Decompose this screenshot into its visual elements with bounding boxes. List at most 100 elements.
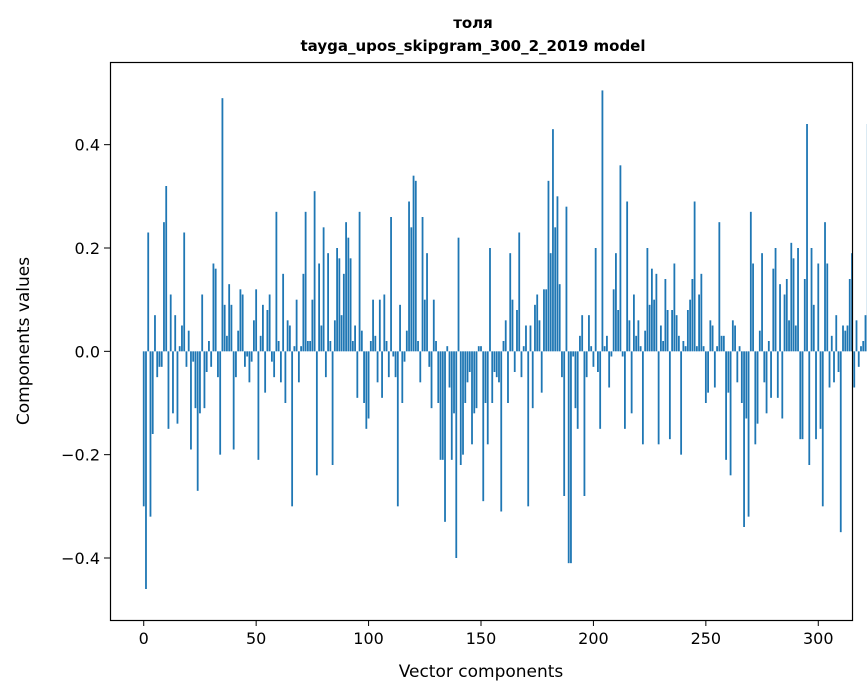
bar-54 (264, 351, 267, 393)
bar-261 (729, 351, 732, 476)
bar-224 (646, 248, 649, 352)
bar-63 (284, 351, 287, 403)
bar-8 (160, 351, 163, 367)
bar-240 (682, 341, 685, 352)
bar-19 (185, 351, 188, 367)
bar-150 (480, 346, 482, 352)
bar-119 (410, 227, 413, 352)
bar-184 (556, 196, 559, 352)
bar-64 (286, 320, 289, 352)
bar-207 (608, 351, 611, 388)
bar-137 (450, 351, 453, 460)
bar-30 (210, 351, 213, 367)
bar-71 (302, 273, 305, 352)
bar-131 (437, 351, 440, 403)
bar-37 (226, 335, 228, 352)
bar-151 (482, 351, 485, 502)
bar-3 (149, 351, 152, 517)
x-axis-label: Vector components (399, 662, 564, 682)
bar-41 (235, 351, 237, 378)
bar-25 (199, 351, 201, 414)
bar-230 (659, 325, 662, 352)
bar-275 (761, 253, 763, 352)
bar-297 (810, 248, 813, 352)
bar-225 (648, 304, 651, 352)
bar-61 (279, 351, 282, 383)
bars-group (142, 90, 867, 589)
bar-232 (664, 279, 667, 352)
bar-226 (650, 268, 653, 352)
bar-72 (304, 211, 307, 352)
bar-149 (477, 346, 480, 352)
bar-136 (448, 351, 451, 388)
bar-242 (686, 310, 689, 352)
bar-289 (792, 258, 795, 352)
bar-278 (767, 341, 770, 352)
x-tick-label: 150 (466, 629, 497, 648)
bar-6 (156, 351, 159, 378)
bar-317 (855, 320, 858, 352)
bar-219 (635, 335, 638, 352)
bar-57 (270, 351, 273, 362)
bar-146 (471, 351, 473, 445)
bar-32 (214, 268, 217, 352)
bar-50 (255, 289, 258, 352)
x-tick-label: 300 (803, 629, 834, 648)
bar-145 (468, 351, 471, 372)
bar-188 (565, 206, 568, 352)
bar-241 (684, 346, 687, 352)
bar-68 (295, 299, 298, 352)
bar-262 (731, 320, 734, 352)
bar-246 (695, 346, 698, 352)
bar-288 (790, 242, 793, 352)
bar-186 (561, 351, 563, 378)
bar-40 (232, 351, 235, 450)
bar-51 (257, 351, 260, 460)
bar-173 (531, 351, 534, 409)
bar-308 (835, 315, 838, 352)
bar-148 (475, 351, 478, 409)
bar-177 (540, 351, 543, 393)
bar-92 (349, 258, 352, 352)
bar-22 (192, 351, 195, 362)
bar-31 (212, 263, 215, 352)
bar-189 (567, 351, 570, 564)
bar-209 (612, 289, 615, 352)
bar-67 (293, 346, 296, 352)
bar-153 (486, 351, 489, 445)
bar-160 (502, 341, 505, 352)
bar-187 (563, 351, 566, 496)
bar-203 (599, 351, 602, 429)
bar-45 (244, 351, 246, 367)
bar-47 (248, 351, 251, 383)
chart-subtitle: tayga_upos_skipgram_300_2_2019 model (301, 37, 646, 55)
bar-20 (187, 330, 190, 352)
bar-44 (241, 294, 244, 352)
bar-36 (223, 304, 226, 352)
bar-13 (172, 351, 174, 414)
bar-111 (392, 351, 395, 357)
bar-208 (610, 351, 613, 357)
bar-12 (169, 294, 172, 352)
y-tick-label: 0.4 (75, 136, 100, 155)
bar-55 (266, 310, 269, 352)
bar-78 (318, 263, 321, 352)
bar-98 (363, 351, 365, 403)
bar-175 (536, 294, 539, 352)
bar-116 (403, 351, 406, 362)
bar-287 (788, 320, 790, 352)
bar-218 (633, 294, 635, 352)
bar-39 (230, 304, 233, 352)
bar-135 (446, 346, 449, 352)
bar-46 (246, 351, 249, 357)
bar-170 (525, 325, 527, 352)
y-axis-label: Components values (14, 257, 34, 425)
bar-112 (394, 351, 397, 378)
bar-163 (509, 253, 512, 352)
bar-292 (799, 351, 802, 440)
bar-260 (727, 351, 730, 393)
bar-265 (738, 346, 741, 352)
y-tick-label: 0.0 (75, 342, 100, 361)
bar-155 (491, 351, 494, 403)
bar-113 (396, 351, 399, 507)
